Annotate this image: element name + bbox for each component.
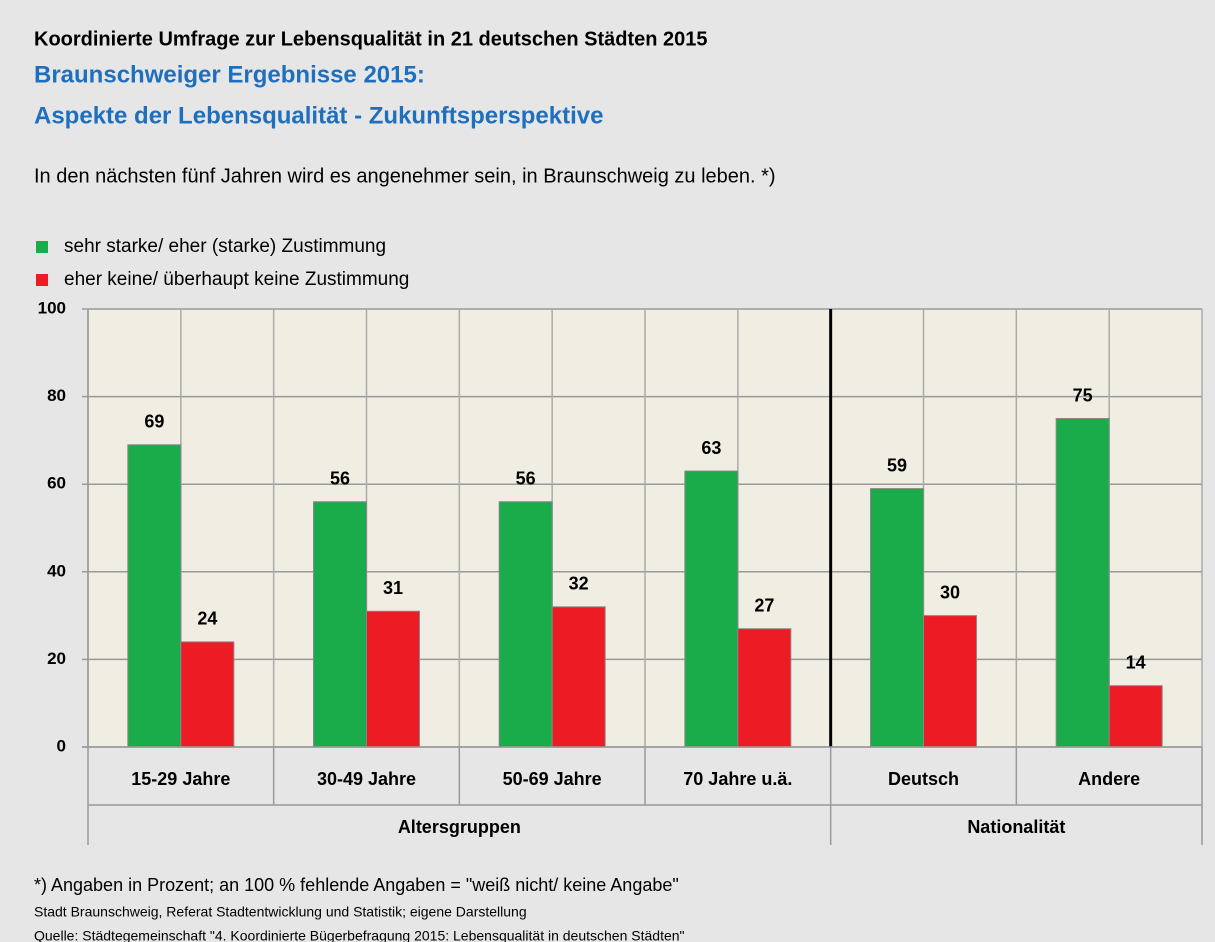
bar — [180, 641, 235, 748]
y-tick-label: 60 — [47, 474, 66, 493]
value-label: 63 — [701, 438, 721, 458]
y-tick-label: 40 — [47, 561, 66, 580]
legend-label: eher keine/ überhaupt keine Zustimmung — [64, 269, 409, 290]
bar — [1055, 418, 1110, 748]
bar — [366, 610, 420, 748]
legend-swatch — [36, 274, 48, 286]
footnote: *) Angaben in Prozent; an 100 % fehlende… — [34, 875, 679, 895]
value-label: 24 — [197, 609, 217, 629]
group-label: Nationalität — [967, 817, 1065, 837]
x-tick-label: 70 Jahre u.ä. — [683, 769, 792, 789]
y-tick-label: 20 — [47, 649, 66, 668]
value-label: 14 — [1126, 652, 1146, 672]
value-label: 56 — [330, 468, 350, 488]
value-label: 75 — [1073, 385, 1093, 405]
chart-title: Koordinierte Umfrage zur Lebensqualität … — [34, 28, 708, 50]
x-tick-label: Deutsch — [888, 769, 959, 789]
footnote: Quelle: Städtegemeinschaft "4. Koordinie… — [34, 928, 685, 942]
footnote: Stadt Braunschweig, Referat Stadtentwick… — [34, 904, 527, 920]
bar — [313, 501, 367, 748]
value-label: 32 — [569, 574, 589, 594]
question: In den nächsten fünf Jahren wird es ange… — [34, 165, 776, 187]
group-label: Altersgruppen — [398, 817, 521, 837]
subtitle: Aspekte der Lebensqualität - Zukunftsper… — [34, 102, 603, 129]
y-tick-label: 80 — [47, 386, 66, 405]
x-tick-label: 30-49 Jahre — [317, 769, 416, 789]
legend-swatch — [36, 241, 48, 253]
bar — [1108, 685, 1163, 748]
x-tick-label: Andere — [1078, 769, 1140, 789]
y-tick-label: 100 — [38, 298, 66, 317]
bar — [498, 501, 553, 748]
bar — [737, 628, 792, 748]
x-tick-label: 50-69 Jahre — [503, 769, 602, 789]
bar — [870, 488, 924, 748]
value-label: 31 — [383, 578, 403, 598]
bar — [551, 606, 606, 748]
bar — [127, 444, 182, 748]
value-label: 59 — [887, 455, 907, 475]
subtitle: Braunschweiger Ergebnisse 2015: — [34, 61, 425, 88]
value-label: 27 — [754, 595, 774, 615]
y-tick-label: 0 — [57, 736, 66, 755]
value-label: 30 — [940, 582, 960, 602]
bar — [923, 615, 977, 748]
value-label: 56 — [516, 468, 536, 488]
x-tick-label: 15-29 Jahre — [131, 769, 230, 789]
value-label: 69 — [144, 412, 164, 432]
bar — [684, 470, 739, 748]
legend-label: sehr starke/ eher (starke) Zustimmung — [64, 236, 386, 257]
